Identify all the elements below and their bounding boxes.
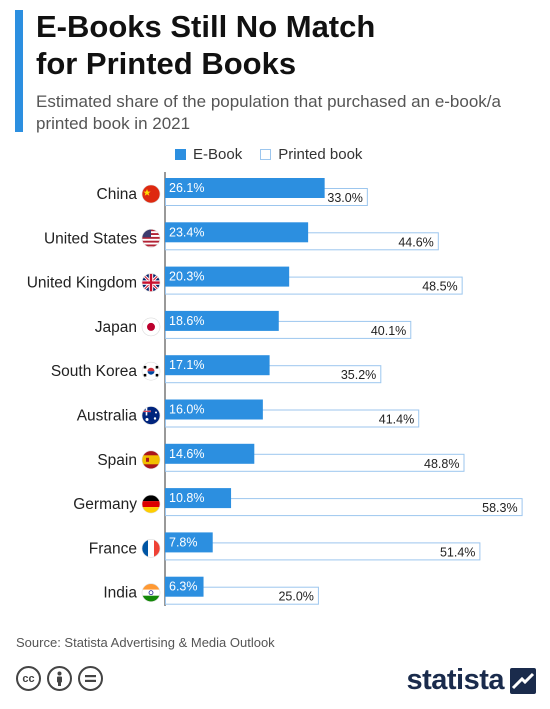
legend-item-printed: Printed book — [260, 146, 362, 163]
value-label-printed-china: 33.0% — [327, 191, 362, 205]
creative-commons-icon: cc — [16, 666, 41, 691]
value-label-printed-south-korea: 35.2% — [341, 368, 376, 382]
title-line-2: for Printed Books — [36, 46, 297, 81]
category-label-spain: Spain — [97, 452, 137, 469]
category-label-france: France — [89, 540, 137, 557]
category-label-china: China — [97, 186, 138, 203]
legend-label-printed: Printed book — [278, 146, 363, 163]
no-derivatives-icon — [78, 666, 103, 691]
value-label-ebook-australia: 16.0% — [169, 403, 204, 417]
value-label-printed-united-kingdom: 48.5% — [422, 280, 457, 294]
legend-swatch-printed — [260, 149, 272, 160]
flag-germany-icon — [141, 494, 161, 514]
statista-logo-icon — [510, 667, 536, 694]
bar-ebook-united-states — [165, 222, 309, 243]
value-label-printed-australia: 41.4% — [379, 413, 414, 427]
legend-item-ebook: E-Book — [175, 146, 242, 163]
flag-spain-icon — [141, 450, 161, 470]
bar-ebook-china — [165, 178, 325, 198]
flag-australia-icon — [141, 406, 161, 425]
attribution-icon — [47, 666, 72, 691]
category-label-germany: Germany — [73, 496, 137, 513]
value-label-printed-united-states: 44.6% — [398, 235, 433, 249]
flag-uk-icon — [141, 273, 161, 292]
legend-swatch-ebook — [175, 149, 186, 160]
flag-south-korea-icon — [141, 361, 161, 381]
value-label-ebook-germany: 10.8% — [169, 491, 204, 505]
accent-bar — [15, 10, 23, 132]
bar-ebook-australia — [165, 399, 263, 420]
statista-wordmark: statista — [406, 664, 504, 696]
bar-ebook-france — [165, 532, 213, 553]
license-icons: cc — [16, 666, 109, 691]
value-label-ebook-france: 7.8% — [169, 535, 198, 549]
value-label-printed-india: 25.0% — [278, 590, 313, 604]
source-note: Source: Statista Advertising & Media Out… — [16, 635, 275, 650]
statista-logo: statista — [406, 664, 536, 697]
value-label-printed-france: 51.4% — [440, 545, 475, 559]
flag-japan-icon — [141, 317, 161, 337]
value-label-ebook-united-states: 23.4% — [169, 225, 204, 239]
bar-ebook-germany — [165, 488, 232, 509]
value-label-ebook-united-kingdom: 20.3% — [169, 270, 204, 284]
flag-usa-icon — [141, 229, 161, 248]
legend: E-Book Printed book — [175, 146, 380, 163]
category-label-india: India — [103, 585, 137, 602]
flag-india-icon — [141, 583, 161, 603]
bar-ebook-spain — [165, 443, 255, 464]
title-line-1: E-Books Still No Match — [36, 9, 376, 44]
category-label-australia: Australia — [77, 408, 138, 425]
category-label-south-korea: South Korea — [51, 363, 138, 380]
category-label-united-states: United States — [44, 230, 137, 247]
legend-label-ebook: E-Book — [193, 146, 243, 163]
value-label-ebook-india: 6.3% — [169, 580, 198, 594]
value-label-ebook-china: 26.1% — [169, 181, 204, 195]
value-label-ebook-south-korea: 17.1% — [169, 358, 204, 372]
value-label-ebook-spain: 14.6% — [169, 447, 204, 461]
chart-subtitle: Estimated share of the population that p… — [36, 92, 501, 133]
bar-ebook-japan — [165, 310, 279, 331]
category-label-japan: Japan — [95, 319, 137, 336]
bar-ebook-india — [165, 576, 204, 597]
bar-ebook-south-korea — [165, 355, 270, 376]
value-label-printed-spain: 48.8% — [424, 457, 459, 471]
value-label-printed-germany: 58.3% — [482, 501, 517, 515]
flag-france-icon — [141, 539, 161, 558]
bar-chart: 33.0% 26.1% China 44.6% 23.4% United States 48… — [27, 172, 523, 606]
value-label-ebook-japan: 18.6% — [169, 314, 204, 328]
value-label-printed-japan: 40.1% — [371, 324, 406, 338]
bar-ebook-united-kingdom — [165, 266, 290, 287]
flag-china-icon — [141, 184, 161, 204]
category-label-united-kingdom: United Kingdom — [27, 275, 137, 292]
chart-title: E-Books Still No Match for Printed Books — [36, 8, 375, 82]
